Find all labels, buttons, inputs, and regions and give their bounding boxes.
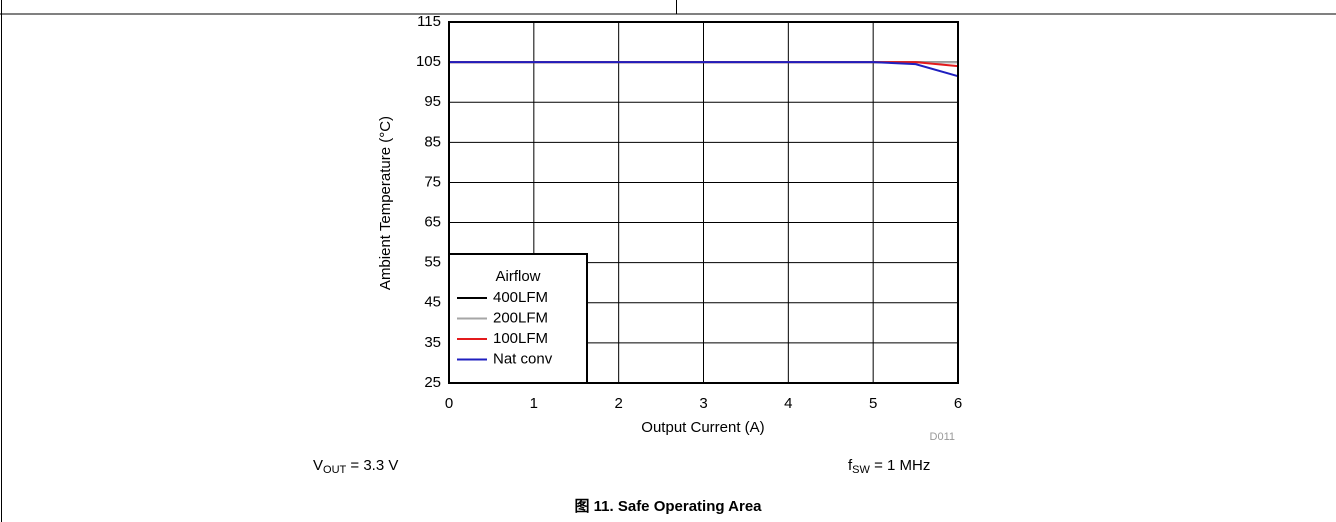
x-tick-label: 4: [784, 395, 792, 412]
y-tick-label: 65: [424, 214, 441, 231]
legend-label: 200LFM: [493, 309, 548, 326]
legend-label: 400LFM: [493, 289, 548, 306]
x-tick-label: 5: [869, 395, 877, 412]
annotation: fSW = 1 MHz: [848, 457, 930, 476]
line-series: [449, 61, 959, 78]
plot-frame: [448, 21, 959, 384]
legend-label: Nat conv: [493, 350, 553, 367]
caption: 图 11. Safe Operating Area: [574, 498, 762, 515]
x-tick-label: 6: [954, 395, 962, 412]
y-axis-label: Ambient Temperature (°C): [377, 116, 394, 290]
y-tick-label: 25: [424, 374, 441, 391]
legend-title: Airflow: [495, 268, 540, 285]
y-tick-label: 45: [424, 294, 441, 311]
y-tick-label: 105: [416, 53, 441, 70]
y-tick-label: 75: [424, 173, 441, 190]
annotation: VOUT = 3.3 V: [313, 457, 398, 476]
x-tick-label: 2: [614, 395, 622, 412]
x-axis-label: Output Current (A): [641, 419, 764, 436]
y-tick-label: 35: [424, 334, 441, 351]
y-tick-label: 115: [417, 13, 441, 30]
x-tick-label: 3: [699, 395, 707, 412]
legend-label: 100LFM: [493, 330, 548, 347]
y-tick-label: 85: [424, 133, 441, 150]
x-tick-label: 1: [530, 395, 538, 412]
annotation-text: = 1 MHz: [870, 457, 930, 474]
y-tick-label: 55: [424, 254, 441, 271]
y-tick-label: 95: [424, 93, 441, 110]
x-tick-label: 0: [445, 395, 453, 412]
annotation-text: V: [313, 457, 323, 474]
annotation-sub: OUT: [323, 464, 347, 476]
annotation-sub: SW: [852, 464, 870, 476]
annotation-text: = 3.3 V: [346, 457, 398, 474]
annotation-text: f: [848, 457, 853, 474]
figure-code: D011: [930, 431, 955, 443]
